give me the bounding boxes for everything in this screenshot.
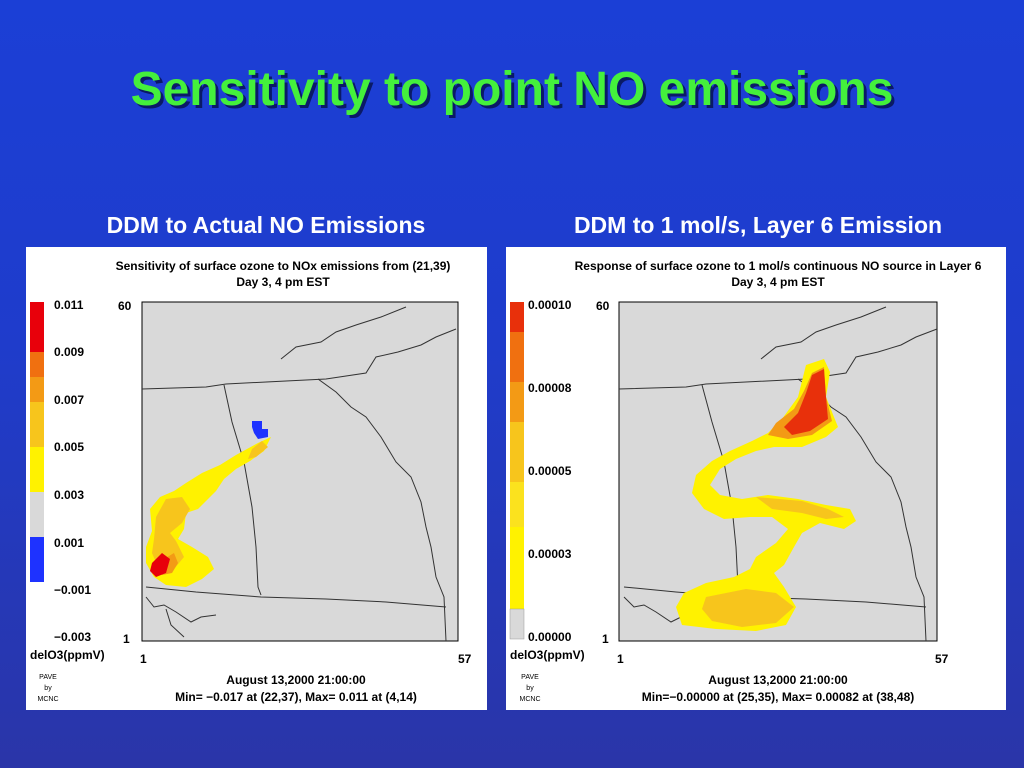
colorbar-swatch xyxy=(30,537,44,582)
y-axis-max: 60 xyxy=(596,299,610,313)
logo-text: by xyxy=(44,685,52,692)
map-area xyxy=(618,301,938,642)
plume-negative xyxy=(252,421,268,439)
colorbar-swatch xyxy=(510,422,524,482)
pave-logo: PAVE by MCNC xyxy=(38,674,59,703)
colorbar-label: 0.00008 xyxy=(528,381,572,395)
colorbar xyxy=(30,302,44,582)
plot-panel-left: Sensitivity of surface ozone to NOx emis… xyxy=(26,247,487,710)
x-axis-max: 57 xyxy=(458,652,472,666)
pave-logo: PAVE by MCNC xyxy=(520,674,541,703)
colorbar-label: 0.009 xyxy=(54,345,84,359)
logo-text: by xyxy=(526,685,534,692)
x-axis-max: 57 xyxy=(935,652,949,666)
x-axis-min: 1 xyxy=(617,652,624,666)
colorbar-swatch xyxy=(30,377,44,402)
plot-left-svg: Sensitivity of surface ozone to NOx emis… xyxy=(30,259,472,704)
plume-mid-band xyxy=(756,497,844,519)
colorbar xyxy=(509,302,525,640)
colorbar-swatch xyxy=(30,447,44,492)
unit-label: delO3(ppmV) xyxy=(510,648,585,662)
map-area xyxy=(141,301,459,642)
colorbar-swatch xyxy=(509,608,525,640)
plume-max xyxy=(150,553,170,577)
colorbar-swatch xyxy=(30,402,44,447)
colorbar-label: 0.005 xyxy=(54,440,84,454)
colorbar-swatch xyxy=(510,482,524,527)
colorbar-swatch xyxy=(30,352,44,377)
colorbar-label: −0.001 xyxy=(54,583,91,597)
y-axis-max: 60 xyxy=(118,299,132,313)
plume-mid-source xyxy=(248,441,268,459)
colorbar-label: 0.00000 xyxy=(528,630,572,644)
colorbar-label: 0.001 xyxy=(54,536,84,550)
logo-text: MCNC xyxy=(520,696,541,703)
colorbar-label: 0.00003 xyxy=(528,547,572,561)
logo-text: PAVE xyxy=(521,674,539,681)
colorbar-label: −0.003 xyxy=(54,630,91,644)
plot-title-line2: Day 3, 4 pm EST xyxy=(731,275,825,289)
date-label: August 13,2000 21:00:00 xyxy=(226,673,366,687)
colorbar-label: 0.00010 xyxy=(528,298,572,312)
plot-title-line1: Sensitivity of surface ozone to NOx emis… xyxy=(116,259,451,273)
unit-label: delO3(ppmV) xyxy=(30,648,105,662)
colorbar-swatch xyxy=(30,302,44,352)
sensitivity-plume xyxy=(146,421,271,587)
colorbar-label: 0.011 xyxy=(54,298,84,312)
y-axis-min: 1 xyxy=(123,632,130,646)
colorbar-label: 0.00005 xyxy=(528,464,572,478)
panel-heading-left: DDM to Actual NO Emissions xyxy=(106,212,426,238)
plot-title-line2: Day 3, 4 pm EST xyxy=(236,275,330,289)
colorbar-swatch xyxy=(510,527,524,609)
colorbar-swatch xyxy=(510,332,524,382)
colorbar-label: 0.003 xyxy=(54,488,84,502)
panel-heading-right: DDM to 1 mol/s, Layer 6 Emission xyxy=(573,212,943,238)
minmax-label: Min=−0.00000 at (25,35), Max= 0.00082 at… xyxy=(642,690,915,704)
slide-title: Sensitivity to point NO emissions xyxy=(130,63,894,116)
logo-text: MCNC xyxy=(38,696,59,703)
x-axis-min: 1 xyxy=(140,652,147,666)
date-label: August 13,2000 21:00:00 xyxy=(708,673,848,687)
response-plume xyxy=(676,359,856,631)
colorbar-swatch xyxy=(30,492,44,537)
minmax-label: Min= −0.017 at (22,37), Max= 0.011 at (4… xyxy=(175,690,417,704)
plume-mid xyxy=(152,497,190,569)
colorbar-label: 0.007 xyxy=(54,393,84,407)
logo-text: PAVE xyxy=(39,674,57,681)
y-axis-min: 1 xyxy=(602,632,609,646)
colorbar-swatch xyxy=(510,382,524,422)
map-frame xyxy=(141,301,459,642)
plume-max xyxy=(784,369,828,435)
plot-panel-right: Response of surface ozone to 1 mol/s con… xyxy=(506,247,1006,710)
plume-mid-south xyxy=(702,589,794,627)
plot-right-svg: Response of surface ozone to 1 mol/s con… xyxy=(509,259,982,704)
state-boundaries xyxy=(141,306,457,642)
plot-title-line1: Response of surface ozone to 1 mol/s con… xyxy=(575,259,982,273)
colorbar-swatch xyxy=(510,302,524,332)
